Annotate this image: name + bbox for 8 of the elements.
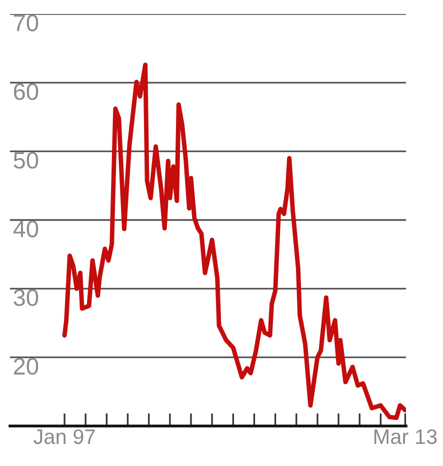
y-tick-label: 70: [14, 14, 38, 32]
x-tick-label: Mar 13: [374, 429, 437, 444]
y-tick-label: 50: [14, 152, 38, 169]
y-tick-label: 20: [14, 358, 38, 375]
y-tick-label: 60: [14, 83, 38, 100]
y-tick-label: 40: [13, 220, 38, 238]
x-tick-label: Jan 97: [34, 429, 95, 444]
y-tick-label: 30: [14, 289, 38, 306]
